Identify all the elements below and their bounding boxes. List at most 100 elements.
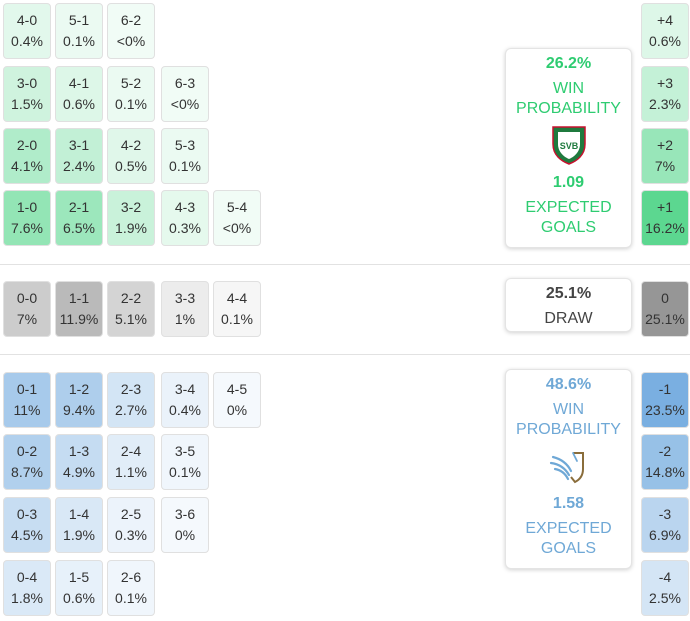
home-score-cell: 5-3 0.1% xyxy=(161,128,209,184)
home-score-cell: 1-0 7.6% xyxy=(3,190,51,246)
away-margin-cell: -1 23.5% xyxy=(641,372,689,428)
scoreline-probability: <0% xyxy=(116,33,146,49)
away-score-cell: 1-3 4.9% xyxy=(55,434,103,490)
scoreline: 4-1 xyxy=(68,75,90,91)
draw-label: DRAW xyxy=(544,310,593,327)
away-win-probability-label: WIN PROBABILITY xyxy=(516,401,621,438)
scoreline: 0-3 xyxy=(16,506,38,522)
away-score-cell: 1-5 0.6% xyxy=(55,560,103,616)
scoreline: 3-0 xyxy=(16,75,38,91)
scoreline-probability: 9.4% xyxy=(63,402,95,418)
scoreline-probability: 2.7% xyxy=(115,402,147,418)
away-score-cell: 3-5 0.1% xyxy=(161,434,209,490)
scoreline: 2-3 xyxy=(120,381,142,397)
home-score-cell: 4-1 0.6% xyxy=(55,66,103,122)
home-summary-card: 26.2% WIN PROBABILITY SVB 1.09 EXPECTED … xyxy=(505,48,632,248)
scoreline: 2-5 xyxy=(120,506,142,522)
scoreline-probability: 14.8% xyxy=(645,464,685,480)
away-score-cell: 2-6 0.1% xyxy=(107,560,155,616)
home-score-cell: 2-0 4.1% xyxy=(3,128,51,184)
scoreline-probability: 0.1% xyxy=(115,96,147,112)
draw-score-cell: 3-3 1% xyxy=(161,281,209,337)
scoreline: -4 xyxy=(658,569,672,585)
home-expected-goals: 1.09 xyxy=(552,174,585,191)
wing-emblem-crest-icon xyxy=(547,444,591,488)
scoreline-probability: 0.1% xyxy=(169,464,201,480)
scoreline: 4-2 xyxy=(120,137,142,153)
scoreline-probability: 1.9% xyxy=(63,527,95,543)
scoreline: 2-0 xyxy=(16,137,38,153)
scoreline-probability: 23.5% xyxy=(645,402,685,418)
scoreline: 0-2 xyxy=(16,443,38,459)
scoreline-probability: 6.9% xyxy=(649,527,681,543)
scoreline-probability: 7% xyxy=(654,158,676,174)
away-expected-goals-label: EXPECTED GOALS xyxy=(525,520,612,557)
away-score-cell: 3-4 0.4% xyxy=(161,372,209,428)
scoreline-probability: 1.5% xyxy=(11,96,43,112)
away-score-cell: 3-6 0% xyxy=(161,497,209,553)
scoreline-probability: 2.4% xyxy=(63,158,95,174)
scoreline: +4 xyxy=(657,12,673,28)
draw-score-cell: 2-2 5.1% xyxy=(107,281,155,337)
scoreline-probability: 0.6% xyxy=(63,590,95,606)
scoreline-probability: 4.5% xyxy=(11,527,43,543)
away-score-cell: 4-5 0% xyxy=(213,372,261,428)
draw-score-cell: 4-4 0.1% xyxy=(213,281,261,337)
scoreline: 5-2 xyxy=(120,75,142,91)
away-score-cell: 1-4 1.9% xyxy=(55,497,103,553)
home-score-cell: 6-3 <0% xyxy=(161,66,209,122)
scoreline: 1-5 xyxy=(68,569,90,585)
scoreline: 0-0 xyxy=(16,290,38,306)
scoreline-probability: 7.6% xyxy=(11,220,43,236)
scoreline-probability: 7% xyxy=(16,311,38,327)
scoreline: 5-1 xyxy=(68,12,90,28)
svb-crest-lettering: SVB xyxy=(559,141,578,151)
scoreline-probability: <0% xyxy=(170,96,200,112)
away-score-cell: 0-2 8.7% xyxy=(3,434,51,490)
scoreline: 5-3 xyxy=(174,137,196,153)
scoreline: 1-4 xyxy=(68,506,90,522)
away-summary-card: 48.6% WIN PROBABILITY 1.58 EXPECTED GOAL… xyxy=(505,369,632,569)
scoreline-probability: 5.1% xyxy=(115,311,147,327)
home-score-cell: 4-3 0.3% xyxy=(161,190,209,246)
away-win-percentage: 48.6% xyxy=(545,376,592,393)
scoreline-probability: 0.3% xyxy=(169,220,201,236)
scoreline-probability: 11% xyxy=(13,402,41,418)
scoreline-probability: 6.5% xyxy=(63,220,95,236)
draw-percentage: 25.1% xyxy=(545,285,592,302)
scoreline-probability: 1.9% xyxy=(115,220,147,236)
scoreline: 0 xyxy=(661,290,669,306)
scoreline-probability: 2.3% xyxy=(649,96,681,112)
scoreline-probability: <0% xyxy=(222,220,252,236)
scoreline: 3-1 xyxy=(68,137,90,153)
scoreline-probability: 0.1% xyxy=(221,311,253,327)
away-score-cell: 0-3 4.5% xyxy=(3,497,51,553)
away-score-cell: 2-5 0.3% xyxy=(107,497,155,553)
home-score-cell: 4-2 0.5% xyxy=(107,128,155,184)
home-margin-cell: +4 0.6% xyxy=(641,3,689,59)
scoreline: 0-4 xyxy=(16,569,38,585)
scoreline: 2-4 xyxy=(120,443,142,459)
away-score-cell: 0-4 1.8% xyxy=(3,560,51,616)
home-margin-cell: +2 7% xyxy=(641,128,689,184)
away-margin-cell: -3 6.9% xyxy=(641,497,689,553)
home-score-cell: 3-0 1.5% xyxy=(3,66,51,122)
scoreline-probability: 1.8% xyxy=(11,590,43,606)
scoreline-probability: 0.4% xyxy=(11,33,43,49)
home-score-cell: 3-1 2.4% xyxy=(55,128,103,184)
scoreline-probability: 0.6% xyxy=(649,33,681,49)
scoreline: +1 xyxy=(657,199,673,215)
draw-score-cell: 1-1 11.9% xyxy=(55,281,103,337)
scoreline: 3-3 xyxy=(174,290,196,306)
scoreline: +3 xyxy=(657,75,673,91)
scoreline: 6-2 xyxy=(120,12,142,28)
home-win-percentage: 26.2% xyxy=(545,55,592,72)
scoreline: 3-6 xyxy=(174,506,196,522)
scoreline: +2 xyxy=(657,137,673,153)
home-score-cell: 5-2 0.1% xyxy=(107,66,155,122)
scoreline-probability: 8.7% xyxy=(11,464,43,480)
scoreline: 3-5 xyxy=(174,443,196,459)
home-score-cell: 3-2 1.9% xyxy=(107,190,155,246)
scoreline: 1-3 xyxy=(68,443,90,459)
